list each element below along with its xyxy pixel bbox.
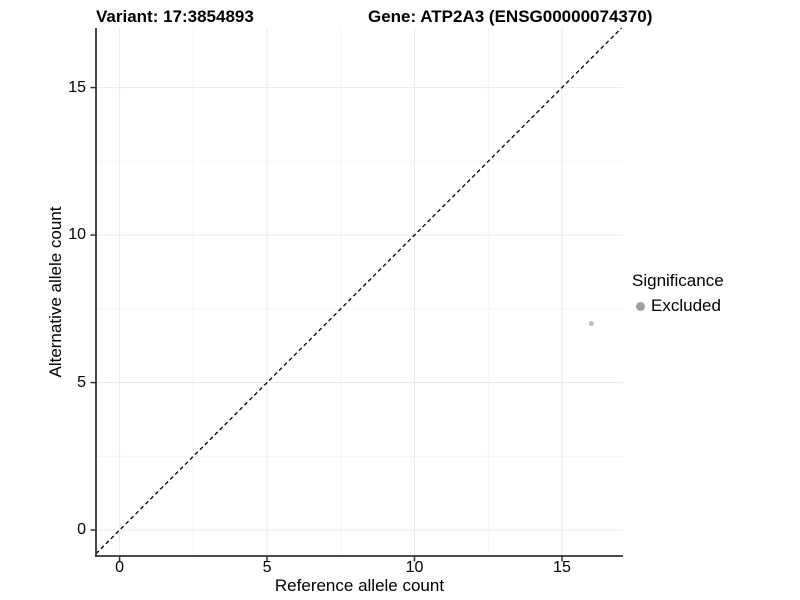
y-tick-label: 5 [77,373,86,391]
legend-item: Excluded [632,296,724,316]
y-tick-label: 0 [77,521,86,539]
y-tick-label: 15 [68,78,86,96]
legend-point-swatch-icon [636,301,645,311]
x-axis-title: Reference allele count [274,576,445,595]
variant-title: Variant: 17:3854893 [96,7,254,26]
data-point [588,320,595,327]
y-tick-label: 10 [68,226,86,244]
x-tick-label: 10 [405,559,424,576]
x-tick-label: 5 [262,559,272,576]
legend-item-label: Excluded [651,296,721,315]
y-axis-title: Alternative allele count [46,206,65,378]
x-tick-label: 15 [553,559,571,576]
legend-title: Significance [632,271,724,290]
x-tick-label: 0 [115,559,125,576]
gene-title: Gene: ATP2A3 (ENSG00000074370) [368,7,653,26]
identity-reference-line [95,27,622,555]
legend-items: Excluded [632,296,724,316]
legend: Significance Excluded [632,271,724,316]
